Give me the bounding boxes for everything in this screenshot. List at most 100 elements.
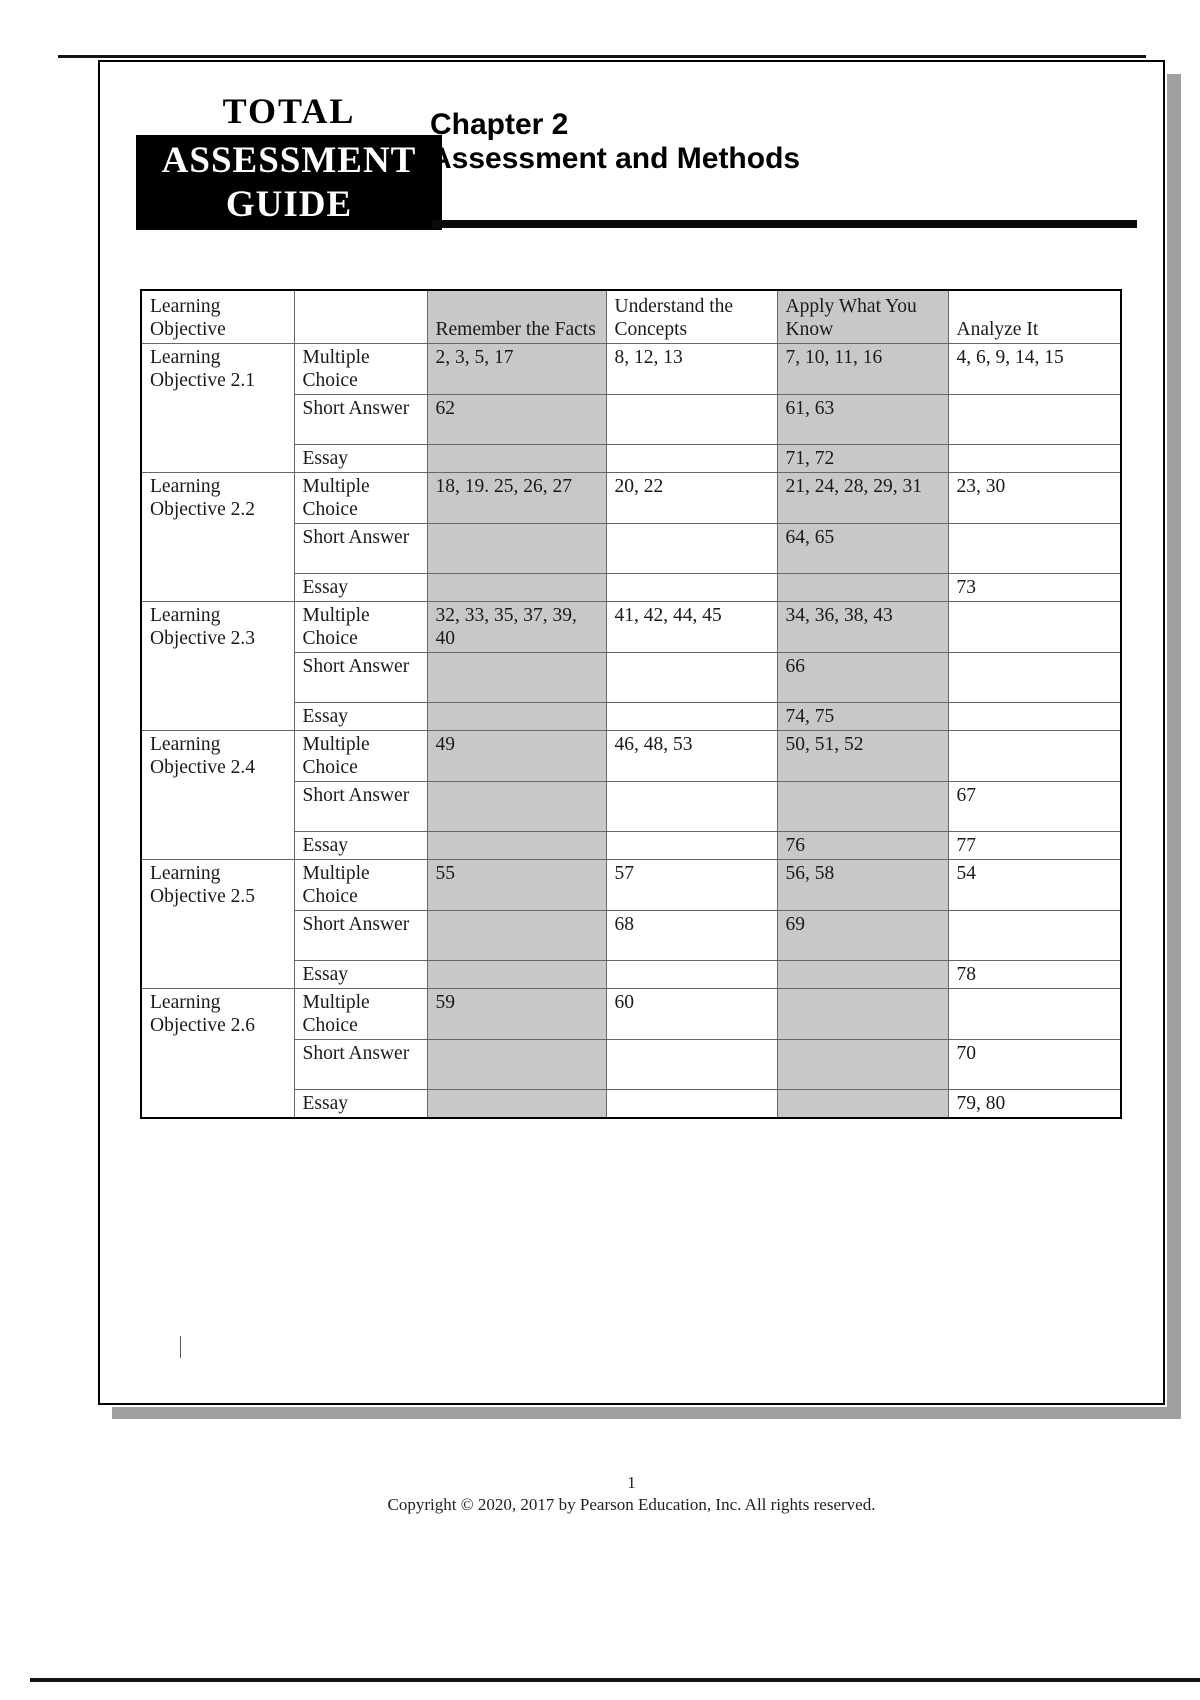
understand-cell <box>605 1089 778 1119</box>
objective-cell: Learning Objective 2.4 <box>140 730 295 860</box>
type-cell: Short Answer <box>293 523 428 574</box>
remember-cell <box>426 781 607 832</box>
chapter-heading: Chapter 2 Assessment and Methods <box>430 108 800 176</box>
analyze-cell <box>947 910 1122 961</box>
understand-cell: 41, 42, 44, 45 <box>605 601 778 653</box>
badge-word-total: TOTAL <box>222 91 356 131</box>
apply-cell <box>776 1039 949 1090</box>
analyze-cell <box>947 702 1122 731</box>
understand-cell <box>605 781 778 832</box>
analyze-cell: 54 <box>947 859 1122 911</box>
table-row: Essay 78 <box>141 960 1122 989</box>
apply-cell <box>776 1089 949 1119</box>
type-cell: Essay <box>293 444 428 473</box>
badge-word-assessment: ASSESSMENT <box>161 139 417 181</box>
understand-cell <box>605 573 778 602</box>
remember-cell <box>426 652 607 703</box>
apply-cell <box>776 573 949 602</box>
type-cell: Multiple Choice <box>293 343 428 395</box>
remember-cell <box>426 910 607 961</box>
remember-cell: 18, 19. 25, 26, 27 <box>426 472 607 524</box>
type-cell: Essay <box>293 960 428 989</box>
objective-cell: Learning Objective 2.6 <box>140 988 295 1119</box>
understand-cell: 57 <box>605 859 778 911</box>
page-number: 1 <box>627 1473 636 1492</box>
header-analyze-it: Analyze It <box>947 289 1122 344</box>
remember-cell <box>426 960 607 989</box>
remember-cell <box>426 702 607 731</box>
remember-cell: 55 <box>426 859 607 911</box>
analyze-cell <box>947 601 1122 653</box>
table-row: Learning Objective 2.1 Multiple Choice 2… <box>140 343 1122 473</box>
apply-cell: 66 <box>776 652 949 703</box>
table-row: Essay 76 77 <box>141 831 1122 860</box>
table-row: Learning Objective 2.4 Multiple Choice 4… <box>140 730 1122 860</box>
analyze-cell: 79, 80 <box>947 1089 1122 1119</box>
type-cell: Essay <box>293 831 428 860</box>
analyze-cell <box>947 444 1122 473</box>
objective-cell: Learning Objective 2.1 <box>140 343 295 473</box>
analyze-cell <box>947 988 1122 1040</box>
apply-cell <box>776 988 949 1040</box>
header-understand-the-concepts: Understand the Concepts <box>605 289 778 344</box>
table-row: Learning Objective 2.6 Multiple Choice 5… <box>140 988 1122 1119</box>
chapter-title: Assessment and Methods <box>430 142 801 175</box>
type-cell: Multiple Choice <box>293 859 428 911</box>
type-cell: Essay <box>293 573 428 602</box>
analyze-cell: 78 <box>947 960 1122 989</box>
apply-cell: 71, 72 <box>776 444 949 473</box>
page-shadow-right <box>1167 74 1181 1418</box>
analyze-cell: 77 <box>947 831 1122 860</box>
understand-cell <box>605 523 778 574</box>
page-footer: 1 Copyright © 2020, 2017 by Pearson Educ… <box>98 1473 1165 1515</box>
apply-cell: 76 <box>776 831 949 860</box>
table-row: Learning Objective 2.2 Multiple Choice 1… <box>140 472 1122 602</box>
table-row: Short Answer 68 69 <box>141 910 1122 961</box>
analyze-cell <box>947 652 1122 703</box>
table-row: Short Answer 62 61, 63 <box>141 394 1122 445</box>
type-cell: Essay <box>293 702 428 731</box>
table-row: Short Answer 66 <box>141 652 1122 703</box>
understand-cell <box>605 831 778 860</box>
objective-cell: Learning Objective 2.5 <box>140 859 295 989</box>
understand-cell <box>605 394 778 445</box>
table-row: Short Answer 64, 65 <box>141 523 1122 574</box>
understand-cell: 8, 12, 13 <box>605 343 778 395</box>
objective-cell: Learning Objective 2.2 <box>140 472 295 602</box>
bottom-horizontal-rule <box>30 1678 1200 1682</box>
analyze-cell: 70 <box>947 1039 1122 1090</box>
copyright-line: Copyright © 2020, 2017 by Pearson Educat… <box>387 1495 876 1514</box>
understand-cell: 20, 22 <box>605 472 778 524</box>
remember-cell: 49 <box>426 730 607 782</box>
analyze-cell: 67 <box>947 781 1122 832</box>
type-cell: Short Answer <box>293 394 428 445</box>
understand-cell <box>605 1039 778 1090</box>
assessment-guide-table: Learning Objective Remember the Facts Un… <box>140 289 1122 1119</box>
remember-cell: 2, 3, 5, 17 <box>426 343 607 395</box>
type-cell: Short Answer <box>293 910 428 961</box>
type-cell: Multiple Choice <box>293 601 428 653</box>
remember-cell: 32, 33, 35, 37, 39, 40 <box>426 601 607 653</box>
assessment-guide-badge: ASSESSMENT GUIDE <box>136 135 442 230</box>
understand-cell <box>605 702 778 731</box>
assessment-table-wrapper: Learning Objective Remember the Facts Un… <box>140 289 1122 1358</box>
remember-cell <box>426 573 607 602</box>
apply-cell: 64, 65 <box>776 523 949 574</box>
header-learning-objective: Learning Objective <box>140 289 295 344</box>
analyze-cell <box>947 730 1122 782</box>
understand-cell: 60 <box>605 988 778 1040</box>
analyze-cell: 23, 30 <box>947 472 1122 524</box>
understand-cell <box>605 444 778 473</box>
type-cell: Multiple Choice <box>293 730 428 782</box>
document-page: TOTAL ASSESSMENT GUIDE Chapter 2 Assessm… <box>98 60 1165 1405</box>
table-row: Short Answer 70 <box>141 1039 1122 1090</box>
apply-cell: 34, 36, 38, 43 <box>776 601 949 653</box>
remember-cell <box>426 1089 607 1119</box>
apply-cell: 7, 10, 11, 16 <box>776 343 949 395</box>
table-row: Learning Objective 2.5 Multiple Choice 5… <box>140 859 1122 989</box>
remember-cell: 59 <box>426 988 607 1040</box>
type-cell: Short Answer <box>293 652 428 703</box>
header-remember-the-facts: Remember the Facts <box>426 289 607 344</box>
page-shadow-bottom <box>112 1407 1181 1419</box>
